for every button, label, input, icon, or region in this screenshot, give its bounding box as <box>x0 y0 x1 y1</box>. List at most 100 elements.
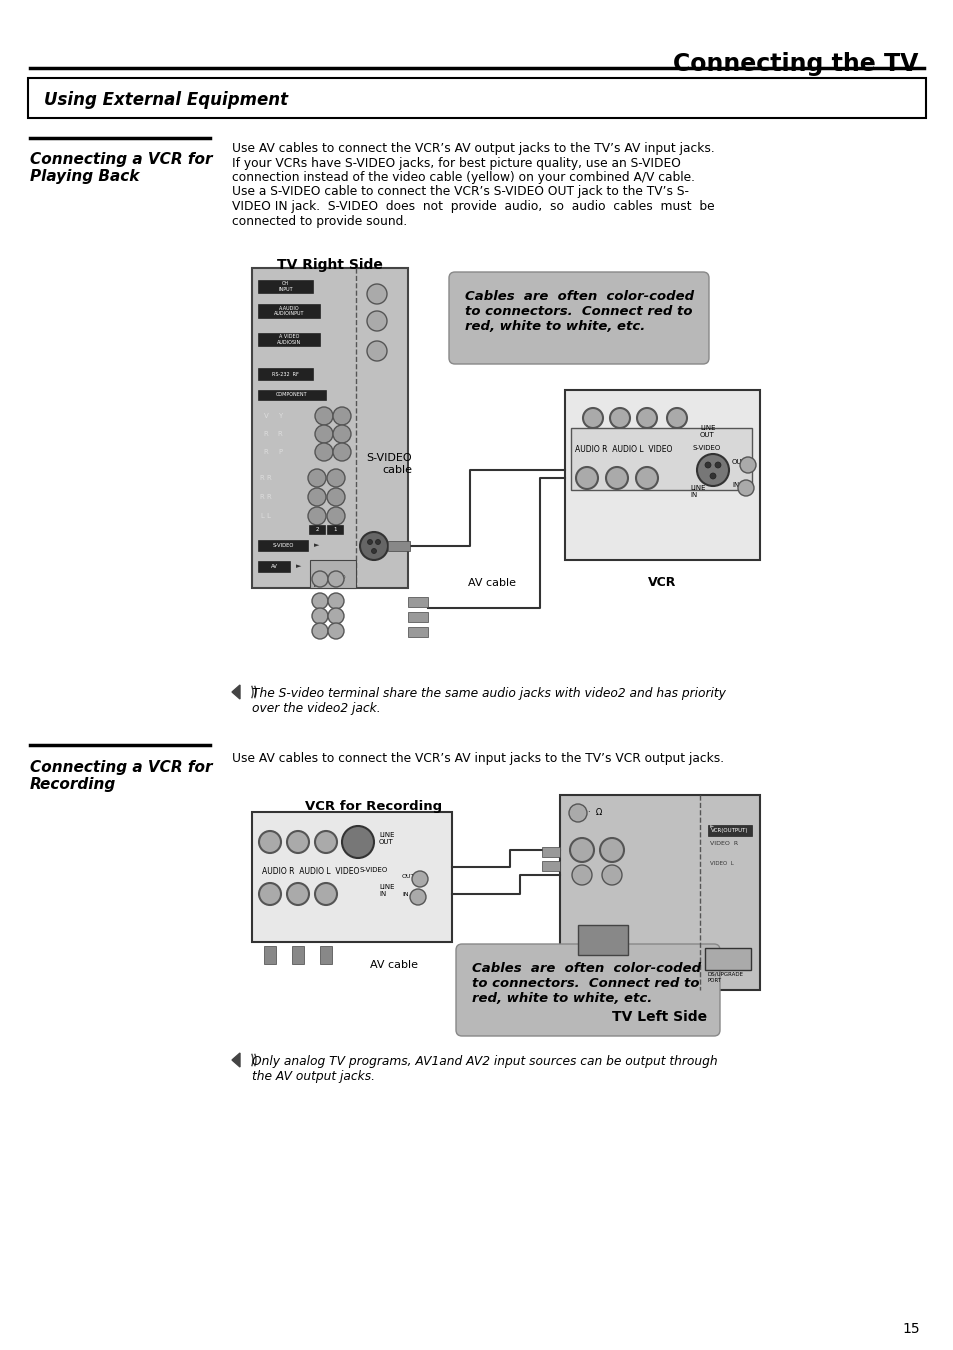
Polygon shape <box>232 684 240 699</box>
Text: R R: R R <box>260 475 272 481</box>
Text: 15: 15 <box>902 1322 919 1336</box>
Text: TV Left Side: TV Left Side <box>612 1010 707 1025</box>
Text: ►: ► <box>314 582 318 587</box>
Text: P: P <box>277 450 282 455</box>
Circle shape <box>367 342 387 360</box>
Circle shape <box>367 284 387 304</box>
Text: S-VIDEO: S-VIDEO <box>359 867 388 873</box>
Circle shape <box>341 826 374 859</box>
Text: Only analog TV programs, AV1and AV2 input sources can be output through: Only analog TV programs, AV1and AV2 inpu… <box>252 1054 717 1068</box>
Text: R R: R R <box>260 494 272 499</box>
Bar <box>257 390 326 400</box>
Text: the AV output jacks.: the AV output jacks. <box>252 1071 375 1083</box>
Circle shape <box>709 472 716 479</box>
Circle shape <box>569 838 594 863</box>
Circle shape <box>410 890 426 905</box>
Text: CH
INPUT: CH INPUT <box>278 281 293 292</box>
Text: VCR for Recording: VCR for Recording <box>305 801 441 813</box>
Bar <box>257 333 319 346</box>
Circle shape <box>697 454 728 486</box>
Circle shape <box>637 408 657 428</box>
FancyBboxPatch shape <box>449 271 708 364</box>
Bar <box>257 369 313 379</box>
FancyBboxPatch shape <box>252 269 408 589</box>
Text: Use AV cables to connect the VCR’s AV output jacks to the TV’s AV input jacks.: Use AV cables to connect the VCR’s AV ou… <box>232 142 714 155</box>
Bar <box>388 541 410 551</box>
Text: ►: ► <box>709 824 714 828</box>
Text: LINE
IN: LINE IN <box>378 884 395 896</box>
Text: 2: 2 <box>314 526 318 532</box>
Text: Connecting a VCR for
Recording: Connecting a VCR for Recording <box>30 760 213 792</box>
Bar <box>541 846 559 857</box>
Circle shape <box>314 443 333 460</box>
Text: A VIDEO
AUDIOSIN: A VIDEO AUDIOSIN <box>276 333 301 344</box>
Text: L L: L L <box>261 513 271 518</box>
Text: Using External Equipment: Using External Equipment <box>44 90 288 109</box>
Circle shape <box>314 832 336 853</box>
Circle shape <box>314 425 333 443</box>
Text: Use a S-VIDEO cable to connect the VCR’s S-VIDEO OUT jack to the TV’s S-: Use a S-VIDEO cable to connect the VCR’s… <box>232 185 688 198</box>
Circle shape <box>333 406 351 425</box>
Circle shape <box>740 458 755 472</box>
Circle shape <box>605 467 627 489</box>
Circle shape <box>738 481 753 495</box>
Circle shape <box>287 832 309 853</box>
Circle shape <box>572 865 592 886</box>
Text: Connecting a VCR for
Playing Back: Connecting a VCR for Playing Back <box>30 153 213 185</box>
Text: R: R <box>277 431 282 437</box>
Circle shape <box>333 443 351 460</box>
Bar <box>408 626 428 637</box>
Text: VIDEO  R: VIDEO R <box>709 841 738 846</box>
Circle shape <box>609 408 629 428</box>
Bar <box>578 925 627 954</box>
Circle shape <box>704 462 710 468</box>
Circle shape <box>568 805 586 822</box>
Text: Cables  are  often  color-coded
to connectors.  Connect red to
red, white to whi: Cables are often color-coded to connecto… <box>464 290 694 333</box>
Circle shape <box>582 408 602 428</box>
Text: VCR(OUTPUT): VCR(OUTPUT) <box>711 828 748 833</box>
Text: over the video2 jack.: over the video2 jack. <box>252 702 380 716</box>
Text: L  L ►: L L ► <box>314 616 328 621</box>
Bar <box>309 525 325 535</box>
Text: OUT: OUT <box>731 459 746 464</box>
Text: AUDIO R  AUDIO L  VIDEO: AUDIO R AUDIO L VIDEO <box>262 867 359 876</box>
Text: ·  Ω: · Ω <box>587 809 601 817</box>
Bar <box>257 279 313 293</box>
Circle shape <box>258 883 281 905</box>
Bar <box>319 946 332 964</box>
Circle shape <box>258 832 281 853</box>
Text: IN: IN <box>401 892 408 896</box>
Circle shape <box>601 865 621 886</box>
Text: S-VIDEO: S-VIDEO <box>692 446 720 451</box>
Circle shape <box>328 608 344 624</box>
Circle shape <box>375 540 380 544</box>
Bar <box>252 811 452 942</box>
Polygon shape <box>232 1053 240 1066</box>
Bar <box>257 540 308 551</box>
Circle shape <box>328 622 344 639</box>
Text: LINE
OUT: LINE OUT <box>700 425 715 437</box>
Circle shape <box>287 883 309 905</box>
Text: COMPONENT: COMPONENT <box>276 393 308 397</box>
Circle shape <box>314 883 336 905</box>
Circle shape <box>666 408 686 428</box>
Text: VCR: VCR <box>647 576 676 589</box>
Circle shape <box>367 310 387 331</box>
Text: LINE
OUT: LINE OUT <box>378 832 395 845</box>
Bar <box>707 825 751 836</box>
Text: RS-232  RF: RS-232 RF <box>272 371 298 377</box>
Text: TV Right Side: TV Right Side <box>276 258 382 271</box>
Circle shape <box>599 838 623 863</box>
Circle shape <box>576 467 598 489</box>
Text: ►: ► <box>295 563 301 570</box>
Text: IN: IN <box>731 482 739 487</box>
FancyBboxPatch shape <box>28 78 925 117</box>
Text: VIDEO  L: VIDEO L <box>709 861 733 865</box>
Text: AV cable: AV cable <box>370 960 417 971</box>
Bar <box>310 560 355 589</box>
Text: A.AUDIO
AUDIOINPUT: A.AUDIO AUDIOINPUT <box>274 305 304 316</box>
Circle shape <box>328 593 344 609</box>
Circle shape <box>308 468 326 487</box>
Circle shape <box>327 468 345 487</box>
Circle shape <box>308 508 326 525</box>
